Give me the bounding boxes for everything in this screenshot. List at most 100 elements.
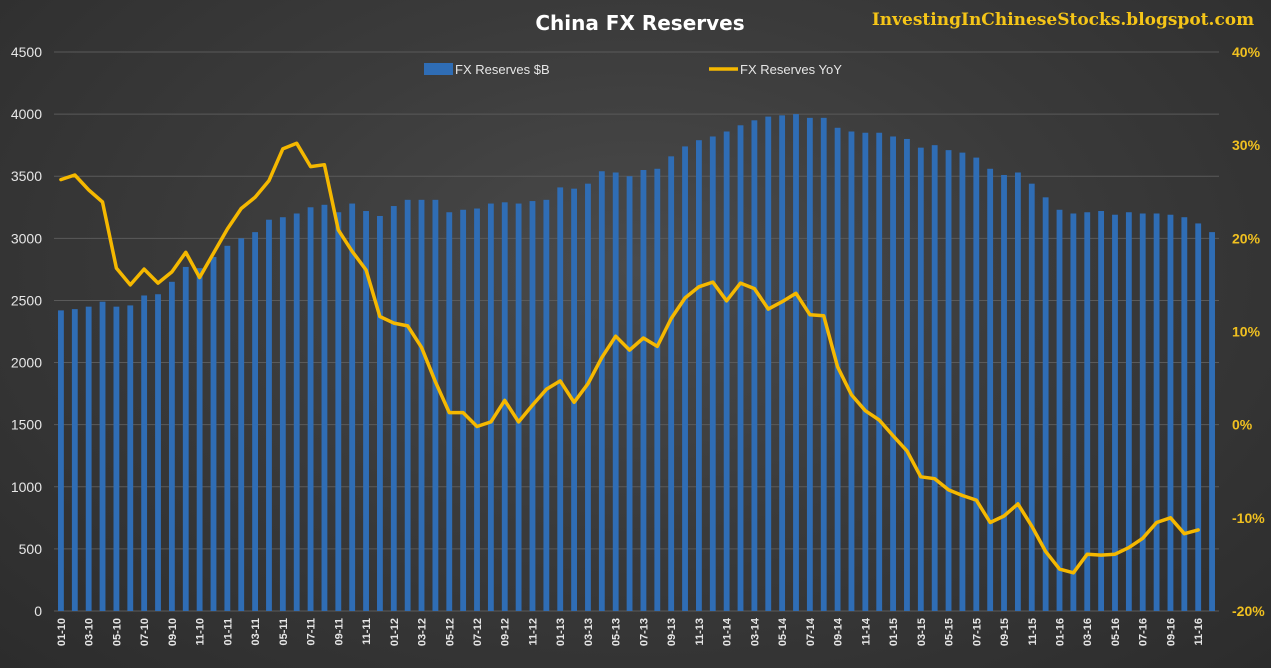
x-tick-label: 03-13 (583, 618, 595, 646)
left-tick-label: 3000 (11, 230, 42, 246)
bar (779, 115, 786, 611)
bar (1001, 174, 1007, 612)
x-tick-label: 05-11 (278, 618, 290, 646)
bar (640, 170, 647, 611)
legend-bar-label: FX Reserves $B (455, 62, 550, 77)
bar (1112, 214, 1118, 611)
left-tick-label: 3500 (11, 168, 42, 184)
bar (432, 199, 439, 611)
bar (612, 172, 619, 612)
bar (654, 168, 661, 611)
x-axis: 01-10 03-10 05-10 07-10 09-10 11-10 01-11 03-11… (56, 617, 1205, 646)
x-tick-label: 03-16 (1082, 618, 1094, 646)
bar (598, 171, 605, 611)
x-tick-label: 11-12 (527, 618, 539, 646)
x-tick-label: 07-13 (638, 618, 650, 646)
bar (349, 203, 356, 611)
bar (751, 120, 758, 612)
bar (848, 131, 855, 611)
bar (806, 117, 813, 612)
bar (293, 213, 300, 611)
x-tick-label: 05-14 (777, 617, 789, 646)
bar (224, 245, 231, 611)
bar (335, 212, 342, 611)
bar (155, 294, 161, 611)
x-tick-label: 03-15 (916, 618, 928, 646)
bar (585, 183, 591, 612)
bar (987, 168, 994, 611)
x-tick-label: 11-15 (1027, 618, 1039, 646)
bar (307, 207, 314, 611)
x-tick-label: 09-13 (666, 618, 678, 646)
bar (695, 140, 702, 611)
bar (460, 209, 467, 612)
bar (1153, 213, 1160, 611)
x-tick-label: 11-16 (1193, 618, 1205, 646)
x-tick-label: 09-16 (1165, 618, 1177, 646)
x-tick-label: 05-13 (611, 618, 623, 646)
x-tick-label: 03-14 (749, 617, 761, 646)
bar (168, 281, 175, 611)
bar (959, 152, 966, 611)
bar (1125, 212, 1132, 611)
bar (182, 266, 189, 611)
bar (113, 306, 120, 611)
x-tick-label: 09-12 (500, 618, 512, 646)
x-tick-label: 09-10 (167, 618, 179, 646)
bar (85, 306, 92, 611)
x-tick-label: 07-15 (971, 618, 983, 646)
bar (418, 199, 425, 611)
left-tick-label: 0 (34, 603, 42, 619)
x-tick-label: 03-10 (84, 618, 96, 646)
right-tick-label: -10% (1232, 510, 1265, 526)
right-tick-label: 0% (1232, 417, 1253, 433)
left-tick-label: 500 (19, 541, 43, 557)
bar (363, 211, 369, 611)
bar (668, 156, 675, 611)
bar (1181, 217, 1188, 611)
bar (501, 202, 508, 611)
x-tick-label: 09-11 (333, 618, 345, 646)
bar (890, 136, 896, 611)
x-tick-label: 11-13 (694, 618, 706, 646)
left-tick-label: 1000 (11, 479, 42, 495)
legend: FX Reserves $B FX Reserves YoY (424, 62, 842, 77)
bar (1028, 183, 1035, 612)
bar (793, 114, 799, 611)
right-tick-label: -20% (1232, 603, 1265, 619)
x-tick-label: 09-15 (999, 618, 1011, 646)
x-tick-label: 07-16 (1138, 618, 1150, 646)
right-tick-label: 30% (1232, 137, 1261, 153)
right-axis: -20% -10% 0% 10% 20% 30% 40% (1232, 44, 1265, 619)
x-tick-label: 09-14 (833, 617, 845, 646)
bar (404, 199, 411, 611)
bar (1056, 209, 1063, 612)
bar (279, 217, 286, 611)
bar (876, 132, 883, 611)
left-tick-label: 4000 (11, 106, 42, 122)
bar (543, 199, 550, 611)
bar (1209, 232, 1215, 611)
bar (626, 176, 633, 611)
x-tick-label: 03-12 (417, 618, 429, 646)
bar (1098, 211, 1105, 611)
left-axis: 0 500 1000 1500 2000 2500 3000 3500 4000 4500 (11, 44, 42, 619)
bar (973, 157, 980, 612)
x-tick-label: 11-11 (361, 618, 373, 645)
bar (945, 150, 952, 611)
x-tick-label: 03-11 (250, 618, 262, 646)
bar (196, 268, 203, 611)
bar (862, 132, 869, 611)
x-tick-label: 01-16 (1055, 618, 1067, 646)
bar (127, 305, 134, 611)
bar (71, 309, 78, 611)
x-tick-label: 11-10 (195, 618, 207, 646)
x-tick-label: 05-12 (444, 618, 456, 646)
legend-line-label: FX Reserves YoY (740, 62, 842, 77)
chart-title: China FX Reserves (535, 11, 744, 35)
x-tick-label: 05-15 (944, 618, 956, 646)
left-tick-label: 1500 (11, 417, 42, 433)
bar (1139, 213, 1146, 611)
x-tick-label: 01-12 (389, 618, 401, 646)
